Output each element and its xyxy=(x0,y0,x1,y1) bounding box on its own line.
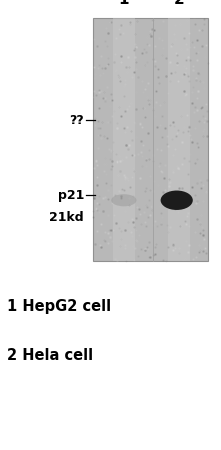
Bar xyxy=(168,18,190,261)
Text: 1 HepG2 cell: 1 HepG2 cell xyxy=(7,298,111,314)
Text: 1: 1 xyxy=(119,0,129,7)
Bar xyxy=(93,18,208,261)
Ellipse shape xyxy=(111,194,137,207)
Bar xyxy=(113,18,135,261)
Text: 21kd: 21kd xyxy=(49,211,84,224)
Text: ??: ?? xyxy=(69,113,84,126)
Ellipse shape xyxy=(161,190,193,210)
Text: p21: p21 xyxy=(58,189,84,202)
Text: 2: 2 xyxy=(174,0,184,7)
Text: 2 Hela cell: 2 Hela cell xyxy=(7,348,93,363)
